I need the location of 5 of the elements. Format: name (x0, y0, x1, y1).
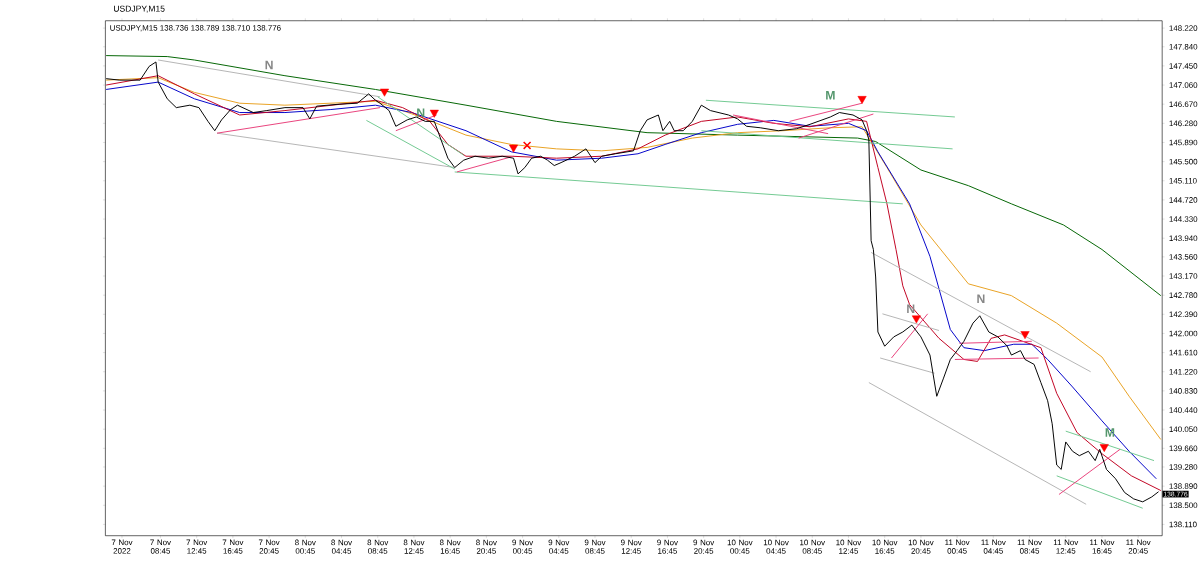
series-label: N (417, 108, 425, 117)
series-label: N (977, 294, 985, 303)
chart-title: USDJPY,M15 (114, 5, 165, 13)
series-label: M (826, 90, 835, 100)
series-label: N (265, 60, 273, 70)
